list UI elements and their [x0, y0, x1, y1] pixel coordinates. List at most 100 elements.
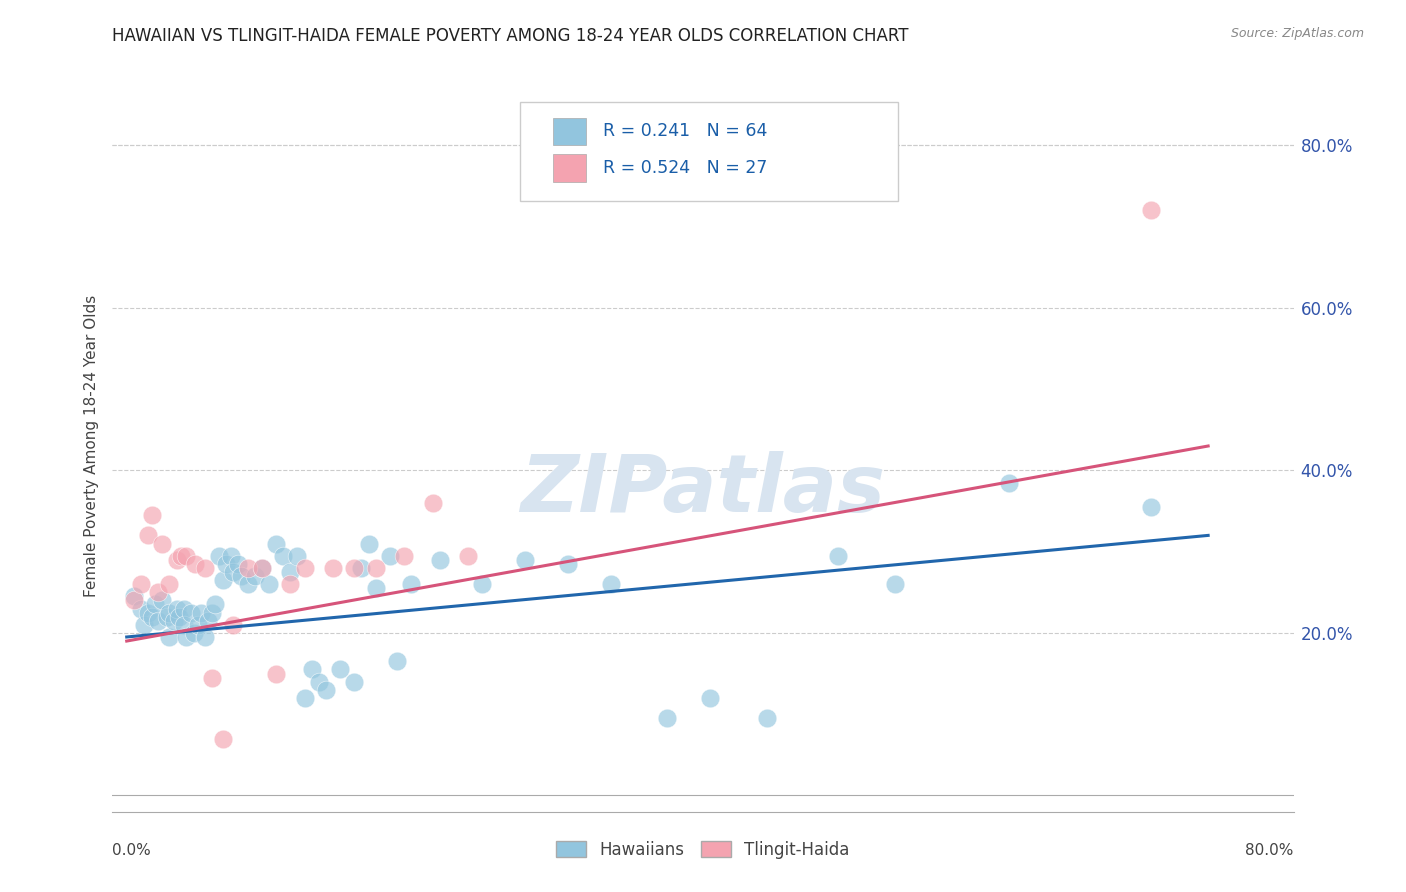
Point: [194, 630, 217, 644]
Point: [401, 577, 423, 591]
Legend: Hawaiians, Tlingit-Haida: Hawaiians, Tlingit-Haida: [550, 834, 856, 865]
Point: [280, 577, 302, 591]
Point: [378, 549, 401, 563]
Point: [329, 663, 352, 677]
Point: [222, 565, 245, 579]
Point: [699, 690, 721, 705]
Point: [212, 573, 235, 587]
Point: [212, 731, 235, 746]
Point: [180, 606, 202, 620]
Point: [176, 549, 198, 563]
Point: [243, 569, 266, 583]
Point: [222, 617, 245, 632]
Point: [157, 606, 180, 620]
Point: [250, 561, 273, 575]
Point: [215, 557, 238, 571]
Point: [157, 577, 180, 591]
Point: [250, 561, 273, 575]
Point: [201, 671, 224, 685]
Point: [187, 617, 209, 632]
Point: [132, 617, 155, 632]
Point: [287, 549, 309, 563]
Point: [163, 614, 186, 628]
Point: [184, 557, 207, 571]
Point: [155, 609, 177, 624]
Point: [183, 626, 205, 640]
Point: [236, 577, 259, 591]
Point: [190, 606, 212, 620]
Text: R = 0.524   N = 27: R = 0.524 N = 27: [603, 159, 768, 177]
Point: [236, 561, 259, 575]
Point: [143, 598, 166, 612]
Text: 80.0%: 80.0%: [1246, 843, 1294, 858]
Point: [599, 577, 621, 591]
Text: Source: ZipAtlas.com: Source: ZipAtlas.com: [1230, 27, 1364, 40]
Point: [557, 557, 579, 571]
Text: R = 0.241   N = 64: R = 0.241 N = 64: [603, 122, 768, 140]
Point: [226, 557, 249, 571]
Point: [271, 549, 294, 563]
Point: [204, 598, 226, 612]
Point: [150, 536, 173, 550]
Point: [350, 561, 373, 575]
Point: [471, 577, 494, 591]
Point: [176, 630, 198, 644]
Point: [827, 549, 849, 563]
Point: [219, 549, 242, 563]
Point: [756, 711, 779, 725]
Point: [141, 508, 163, 522]
Point: [884, 577, 907, 591]
Point: [146, 585, 169, 599]
Point: [1140, 203, 1163, 218]
Point: [364, 581, 387, 595]
Point: [392, 549, 415, 563]
Point: [194, 561, 217, 575]
Point: [657, 711, 679, 725]
Point: [385, 654, 408, 668]
FancyBboxPatch shape: [553, 118, 586, 145]
Point: [422, 496, 444, 510]
Point: [208, 549, 231, 563]
Point: [197, 614, 219, 628]
Point: [170, 549, 193, 563]
Point: [264, 536, 287, 550]
Point: [301, 663, 323, 677]
Point: [136, 606, 159, 620]
Point: [998, 475, 1021, 490]
Point: [150, 593, 173, 607]
Text: ZIPatlas: ZIPatlas: [520, 450, 886, 529]
Point: [315, 682, 337, 697]
Point: [1140, 500, 1163, 514]
Point: [201, 606, 224, 620]
Point: [429, 553, 451, 567]
Point: [343, 674, 366, 689]
Point: [166, 553, 188, 567]
Point: [129, 601, 152, 615]
Point: [280, 565, 302, 579]
Point: [364, 561, 387, 575]
Point: [343, 561, 366, 575]
Point: [257, 577, 280, 591]
Text: HAWAIIAN VS TLINGIT-HAIDA FEMALE POVERTY AMONG 18-24 YEAR OLDS CORRELATION CHART: HAWAIIAN VS TLINGIT-HAIDA FEMALE POVERTY…: [112, 27, 910, 45]
Point: [169, 609, 191, 624]
Point: [229, 569, 252, 583]
Point: [294, 561, 316, 575]
FancyBboxPatch shape: [553, 154, 586, 182]
Point: [157, 630, 180, 644]
Point: [146, 614, 169, 628]
Point: [294, 690, 316, 705]
Point: [136, 528, 159, 542]
FancyBboxPatch shape: [520, 103, 898, 201]
Point: [322, 561, 344, 575]
Point: [308, 674, 330, 689]
Point: [122, 593, 145, 607]
Point: [457, 549, 479, 563]
Point: [513, 553, 536, 567]
Point: [141, 609, 163, 624]
Point: [173, 601, 195, 615]
Point: [166, 601, 188, 615]
Text: 0.0%: 0.0%: [112, 843, 152, 858]
Point: [264, 666, 287, 681]
Point: [122, 590, 145, 604]
Point: [357, 536, 380, 550]
